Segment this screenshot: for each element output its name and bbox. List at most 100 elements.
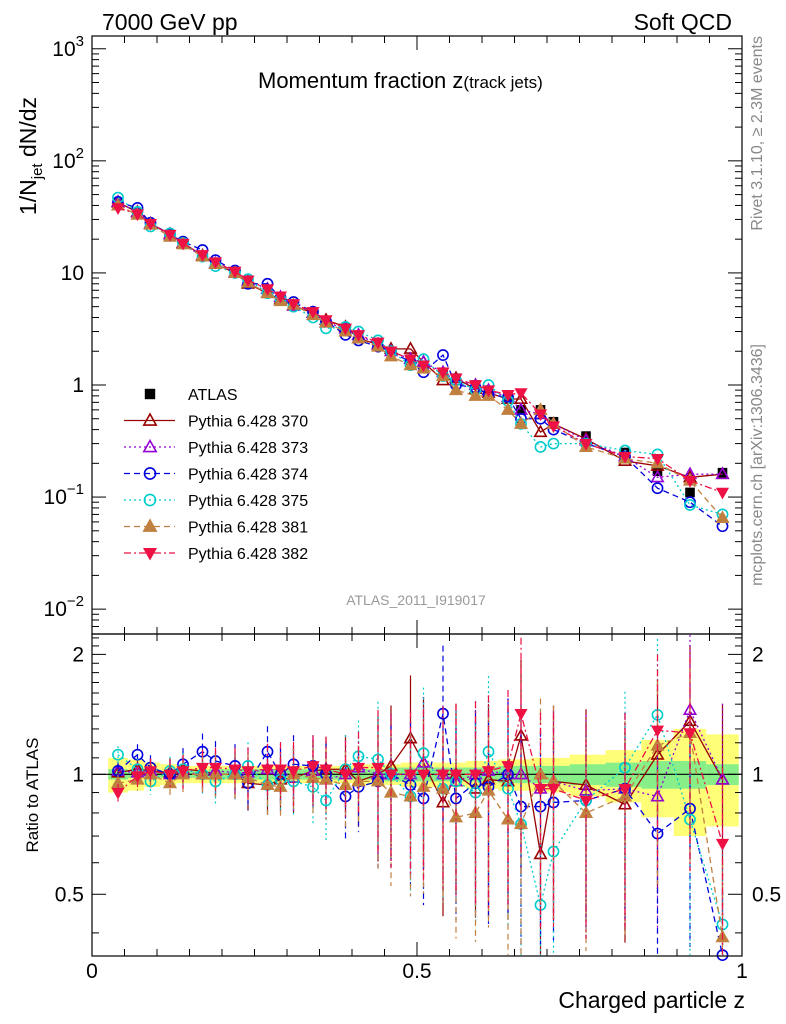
series-line bbox=[117, 201, 723, 478]
ratio-data-point bbox=[143, 766, 158, 778]
data-point bbox=[163, 229, 177, 242]
ratio-panel: 2 2 1 1 0.5 0.5 0 0.5 1 bbox=[55, 634, 781, 983]
y-tick-label-exponent: −1 bbox=[67, 481, 84, 498]
data-point bbox=[651, 482, 664, 495]
data-point bbox=[371, 337, 385, 350]
legend-entry: Pythia 6.428 374 bbox=[124, 467, 308, 484]
data-point bbox=[195, 250, 210, 262]
data-point bbox=[579, 438, 593, 451]
ratio-data-point bbox=[403, 788, 418, 802]
data-point bbox=[715, 466, 730, 480]
y-tick-label-mantissa: 10 bbox=[52, 150, 75, 173]
rivet-version-label: Rivet 3.1.10, ≥ 2.3M events bbox=[749, 36, 766, 231]
header-category-label: Soft QCD bbox=[634, 9, 732, 35]
legend-entry: Pythia 6.428 373 bbox=[124, 438, 308, 457]
data-point bbox=[273, 291, 288, 304]
data-point bbox=[319, 315, 333, 328]
ratio-data-point bbox=[650, 725, 665, 738]
ratio-data-point bbox=[384, 769, 398, 782]
ratio-data-point bbox=[338, 769, 353, 782]
analysis-id-label: ATLAS_2011_I919017 bbox=[346, 592, 486, 608]
data-point bbox=[650, 453, 665, 466]
legend-marker bbox=[142, 518, 158, 532]
ratio-data-point bbox=[533, 784, 548, 796]
ratio-data-point bbox=[448, 809, 464, 823]
ratio-data-point bbox=[682, 702, 698, 716]
y-tick-label: 10−1 bbox=[44, 481, 84, 509]
series-line bbox=[117, 201, 723, 478]
data-point bbox=[306, 307, 320, 319]
ratio-series-line bbox=[117, 713, 724, 925]
data-point bbox=[416, 360, 431, 373]
ratio-y-axis-label: Ratio to ATLAS bbox=[23, 738, 42, 853]
y-tick-label: 102 bbox=[52, 145, 84, 173]
data-point bbox=[547, 437, 560, 450]
ratio-data-point bbox=[176, 766, 190, 778]
ratio-series-2 bbox=[112, 645, 729, 962]
legend-marker bbox=[142, 547, 158, 561]
data-point bbox=[513, 416, 529, 429]
legend-marker bbox=[144, 388, 156, 400]
ratio-data-point bbox=[683, 728, 697, 740]
data-point bbox=[516, 405, 526, 415]
data-point bbox=[683, 475, 697, 488]
main-y-label-sub: jet bbox=[29, 163, 46, 181]
y-tick-label-mantissa: 10 bbox=[44, 598, 67, 621]
ratio-data-point bbox=[501, 761, 515, 773]
x-axis-label: Charged particle z bbox=[558, 987, 745, 1013]
ratio-data-point bbox=[195, 762, 210, 775]
data-point bbox=[437, 349, 449, 361]
data-point bbox=[546, 421, 561, 434]
data-point bbox=[514, 388, 528, 400]
ratio-data-point bbox=[273, 764, 288, 777]
y-tick-label-exponent: 3 bbox=[76, 33, 84, 50]
main-y-axis-label: 1/Njet dN/dz bbox=[15, 97, 46, 215]
data-point bbox=[449, 373, 463, 386]
ratio-data-point bbox=[449, 769, 463, 782]
legend-label: Pythia 6.428 381 bbox=[188, 520, 308, 537]
ratio-data-point bbox=[715, 838, 730, 851]
data-point bbox=[241, 275, 255, 288]
ratio-y-tick-label-right: 0.5 bbox=[752, 883, 781, 906]
data-point bbox=[338, 323, 353, 336]
series-6 bbox=[111, 203, 730, 500]
ratio-data-point bbox=[514, 708, 528, 721]
ratio-y-tick-label: 2 bbox=[72, 643, 84, 666]
ratio-data-point bbox=[111, 787, 125, 800]
legend-label: Pythia 6.428 370 bbox=[188, 414, 308, 431]
ratio-data-point bbox=[208, 762, 223, 775]
data-point bbox=[618, 451, 632, 464]
ratio-data-point bbox=[468, 769, 483, 782]
ratio-data-point bbox=[112, 748, 124, 761]
ratio-data-point bbox=[481, 766, 496, 778]
x-tick-label: 0 bbox=[86, 960, 98, 983]
ratio-data-point bbox=[163, 769, 177, 782]
y-tick-label-mantissa: 10 bbox=[61, 262, 84, 285]
data-point bbox=[501, 389, 515, 402]
ratio-data-point bbox=[403, 769, 418, 782]
data-point bbox=[176, 238, 190, 251]
ratio-data-point bbox=[306, 761, 320, 773]
data-point bbox=[717, 467, 728, 478]
data-point bbox=[685, 487, 695, 498]
legend-marker bbox=[143, 493, 157, 507]
y-tick-label: 10−2 bbox=[44, 593, 84, 621]
legend-marker bbox=[143, 467, 157, 480]
ratio-data-point bbox=[436, 769, 450, 782]
data-point bbox=[436, 367, 450, 380]
x-tick-label: 0.5 bbox=[402, 960, 431, 983]
data-point bbox=[143, 218, 158, 231]
ratio-data-point bbox=[351, 762, 366, 775]
data-point bbox=[715, 510, 730, 524]
series-2 bbox=[110, 194, 730, 483]
y-tick-label-mantissa: 10 bbox=[44, 486, 67, 509]
data-point bbox=[130, 209, 145, 222]
ratio-data-point bbox=[618, 784, 632, 796]
ratio-data-point bbox=[130, 771, 145, 784]
data-point bbox=[228, 266, 242, 279]
data-point bbox=[533, 409, 548, 422]
ratio-data-point bbox=[162, 775, 178, 789]
ratio-data-point bbox=[286, 766, 301, 778]
